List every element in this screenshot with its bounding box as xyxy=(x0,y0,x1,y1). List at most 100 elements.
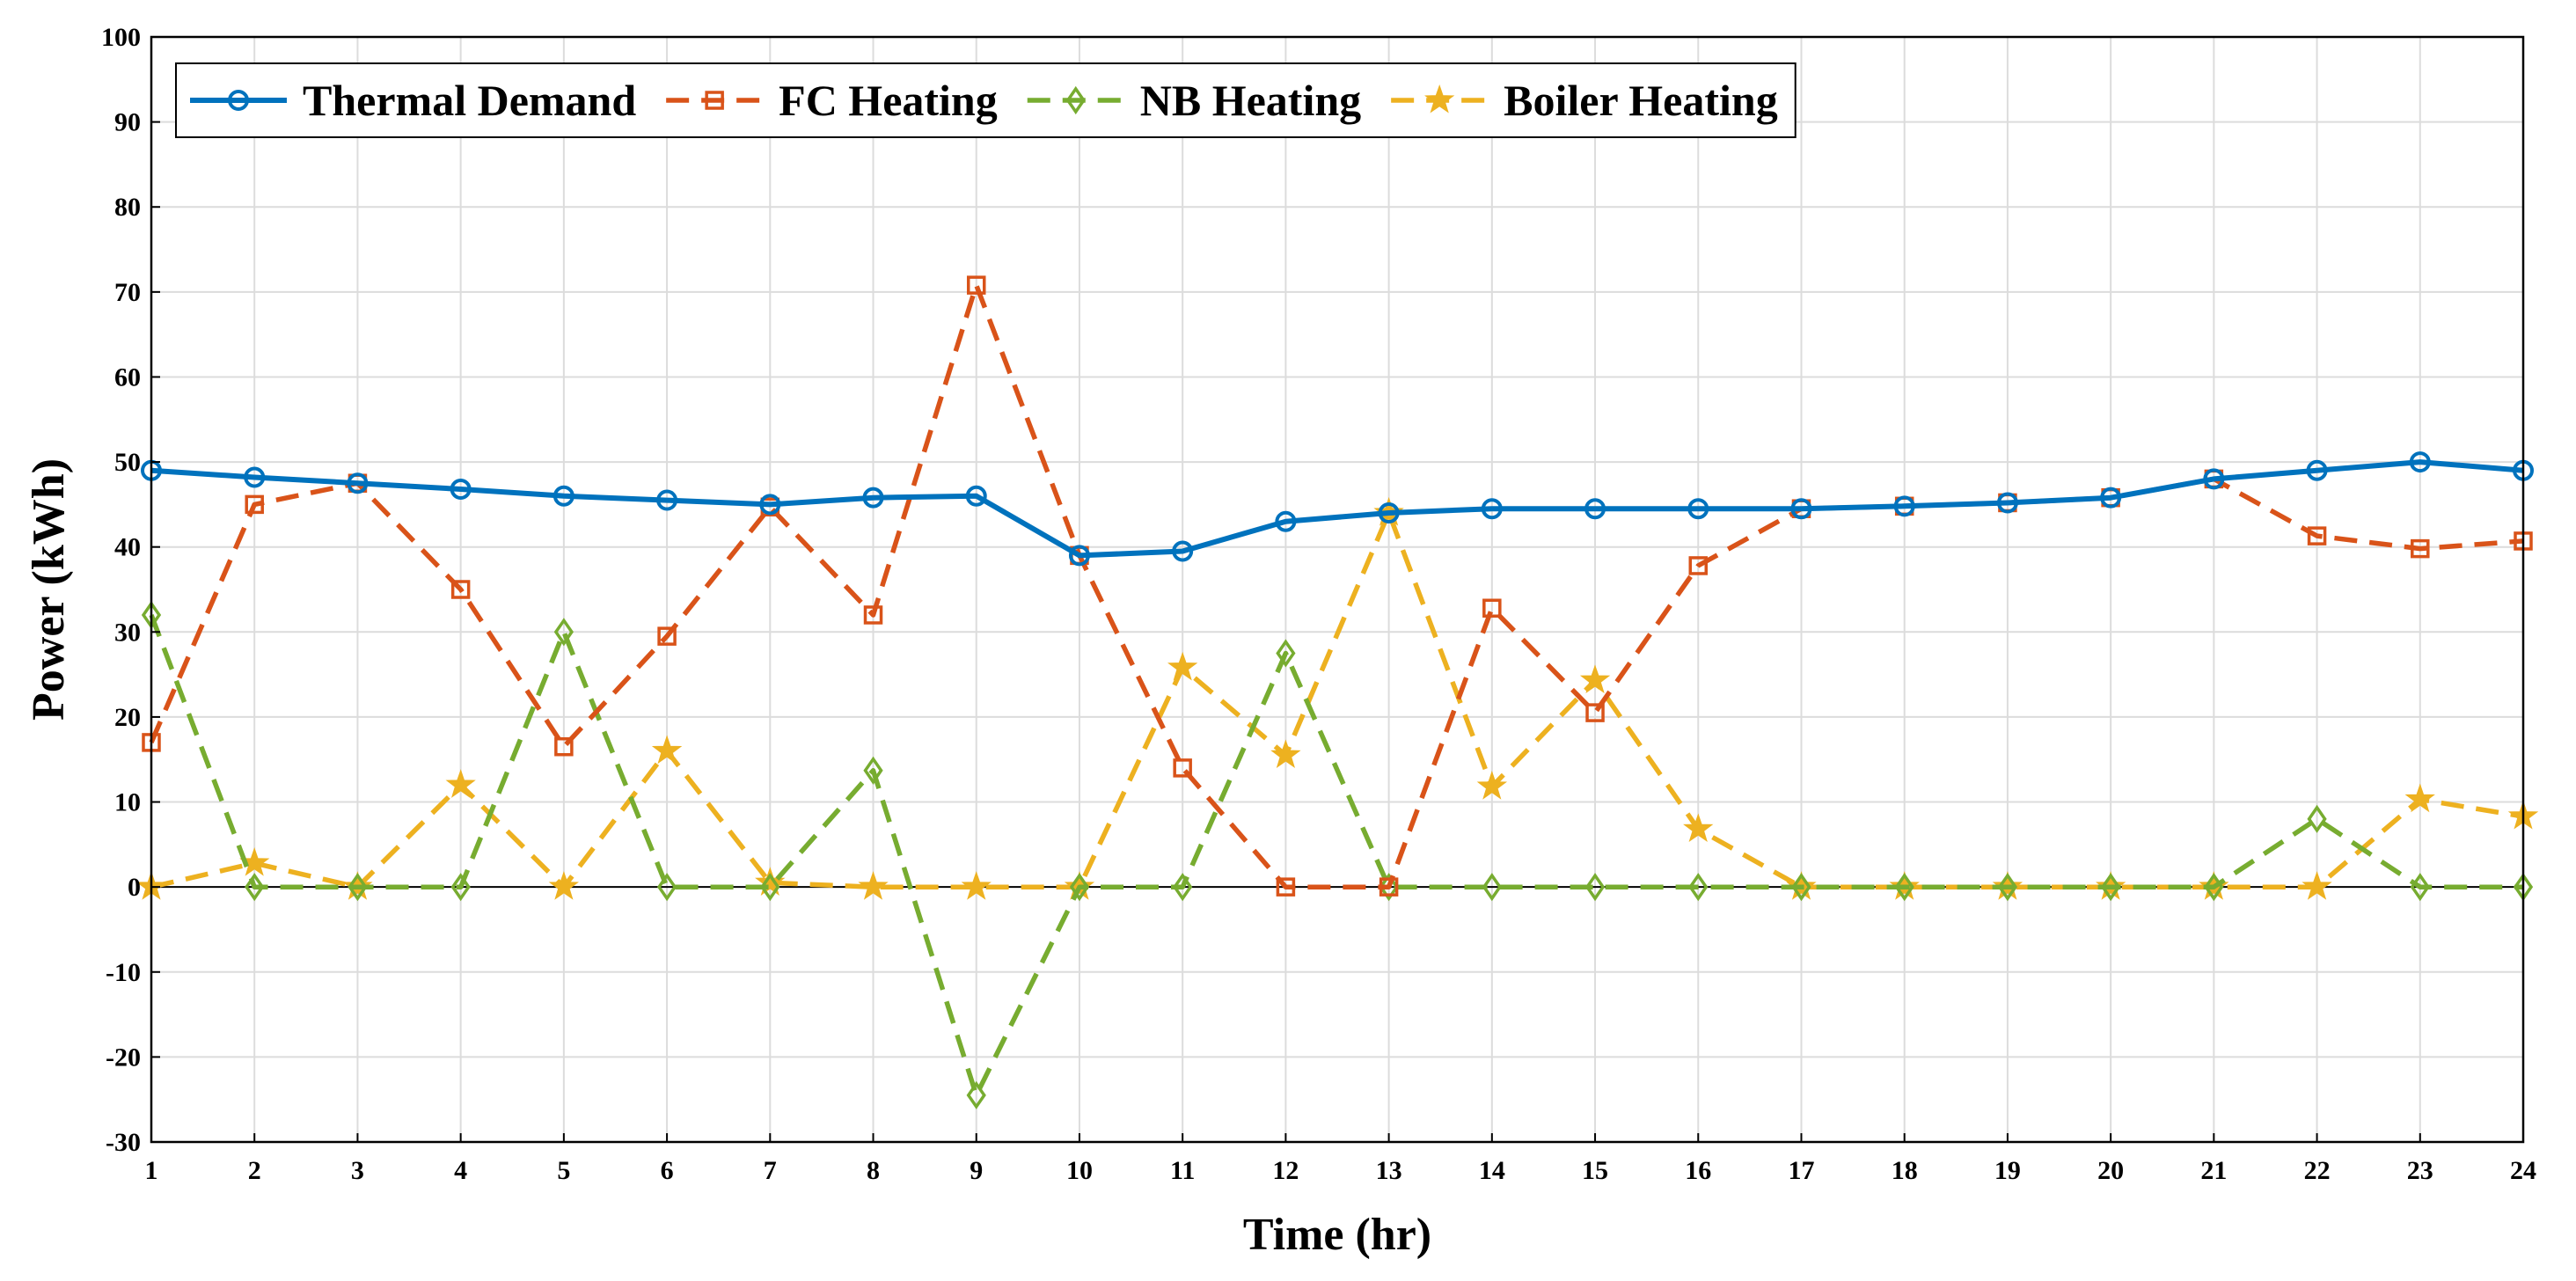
data-point-thermal-demand xyxy=(759,494,781,516)
x-tick-label: 2 xyxy=(248,1156,261,1185)
legend-label-thermal-demand: Thermal Demand xyxy=(303,76,636,125)
data-point-thermal-demand xyxy=(1687,498,1709,520)
data-point-thermal-demand xyxy=(1584,498,1606,520)
x-tick-label: 24 xyxy=(2510,1156,2536,1185)
data-point-thermal-demand xyxy=(1996,492,2018,514)
y-tick-label: 70 xyxy=(114,278,141,307)
data-point-nb-heating xyxy=(2204,873,2224,902)
series-layer xyxy=(135,275,2539,1109)
data-point-nb-heating xyxy=(863,756,883,785)
data-point-boiler-heating xyxy=(1270,739,1301,768)
y-tick-label: 30 xyxy=(114,618,141,647)
legend-marker-nb-heating xyxy=(1065,85,1086,115)
data-point-nb-heating xyxy=(1276,639,1296,668)
data-point-nb-heating xyxy=(2307,804,2327,833)
x-tick-label: 5 xyxy=(557,1156,570,1185)
y-tick-label: 80 xyxy=(114,193,141,222)
data-point-fc-heating xyxy=(1585,703,1605,722)
x-tick-label: 7 xyxy=(764,1156,777,1185)
data-point-thermal-demand xyxy=(1481,498,1503,520)
data-point-nb-heating xyxy=(1688,873,1709,902)
data-point-fc-heating xyxy=(1482,598,1502,619)
legend-marker-thermal-demand xyxy=(228,90,249,111)
data-point-nb-heating xyxy=(1791,873,1811,902)
data-point-fc-heating xyxy=(657,626,677,646)
data-point-thermal-demand xyxy=(244,466,266,488)
legend-marker-boiler-heating xyxy=(1424,84,1455,113)
series-line-thermal-demand xyxy=(150,459,2524,559)
data-point-fc-heating xyxy=(450,580,471,599)
legend-item-boiler-heating: Boiler Heating xyxy=(1391,76,1778,125)
data-point-fc-heating xyxy=(245,494,264,515)
y-tick-label: 90 xyxy=(114,108,141,137)
data-point-nb-heating xyxy=(1997,873,2018,902)
x-tick-label: 21 xyxy=(2200,1156,2227,1185)
data-point-fc-heating xyxy=(554,736,574,757)
x-tick-label: 14 xyxy=(1479,1156,1505,1185)
x-tick-label: 3 xyxy=(351,1156,364,1185)
data-point-thermal-demand xyxy=(1893,495,1915,517)
data-point-thermal-demand xyxy=(965,485,987,507)
data-point-boiler-heating xyxy=(1167,651,1198,681)
x-tick-label: 17 xyxy=(1788,1156,1814,1185)
x-tick-label: 13 xyxy=(1376,1156,1402,1185)
series-nb-heating xyxy=(141,600,2534,1109)
series-line-boiler-heating xyxy=(150,510,2524,889)
data-point-nb-heating xyxy=(348,873,368,902)
data-point-nb-heating xyxy=(2101,873,2121,902)
x-tick-label: 11 xyxy=(1170,1156,1195,1185)
y-tick-label: 100 xyxy=(101,23,141,52)
data-point-thermal-demand xyxy=(347,472,369,494)
data-point-boiler-heating xyxy=(858,871,889,900)
y-tick-label: 60 xyxy=(114,362,141,392)
data-point-boiler-heating xyxy=(961,871,992,900)
data-point-thermal-demand xyxy=(1068,545,1090,567)
y-tick-label: -10 xyxy=(106,958,141,987)
x-tick-label: 9 xyxy=(970,1156,983,1185)
data-point-thermal-demand xyxy=(2409,451,2431,473)
data-point-boiler-heating xyxy=(2404,783,2435,813)
x-tick-label: 22 xyxy=(2304,1156,2331,1185)
legend-item-nb-heating: NB Heating xyxy=(1027,76,1361,125)
x-tick-label: 23 xyxy=(2407,1156,2433,1185)
plot-frame xyxy=(150,35,2525,1144)
data-point-thermal-demand xyxy=(450,478,472,500)
data-point-nb-heating xyxy=(450,873,471,902)
x-tick-label: 15 xyxy=(1582,1156,1608,1185)
y-tick-label: 0 xyxy=(128,873,141,902)
legend-label-boiler-heating: Boiler Heating xyxy=(1504,76,1778,125)
data-point-thermal-demand xyxy=(862,487,884,509)
y-tick-label: 20 xyxy=(114,703,141,732)
data-point-thermal-demand xyxy=(656,489,678,511)
data-point-nb-heating xyxy=(1482,873,1502,902)
data-point-fc-heating xyxy=(863,605,883,625)
data-point-nb-heating xyxy=(1069,873,1090,902)
series-thermal-demand xyxy=(141,451,2534,567)
data-point-boiler-heating xyxy=(445,769,476,798)
data-point-nb-heating xyxy=(966,1080,986,1109)
grid-lines xyxy=(150,36,2524,1143)
legend-label-fc-heating: FC Heating xyxy=(779,76,998,125)
legend-marker-fc-heating xyxy=(705,91,724,110)
x-tick-label: 1 xyxy=(145,1156,158,1185)
x-tick-label: 4 xyxy=(454,1156,467,1185)
data-point-fc-heating xyxy=(966,275,986,295)
data-point-thermal-demand xyxy=(2306,459,2328,481)
data-point-nb-heating xyxy=(760,873,780,902)
x-tick-label: 18 xyxy=(1892,1156,1918,1185)
data-point-boiler-heating xyxy=(1683,813,1714,843)
y-tick-label: 10 xyxy=(114,788,141,817)
series-line-nb-heating xyxy=(149,614,2523,1098)
data-point-nb-heating xyxy=(2410,873,2430,902)
data-point-boiler-heating xyxy=(1476,771,1508,800)
data-point-thermal-demand xyxy=(553,485,574,507)
data-point-fc-heating xyxy=(1688,556,1709,575)
y-tick-label: 50 xyxy=(114,448,141,477)
data-point-nb-heating xyxy=(656,873,677,902)
y-axis-label: Power (kWh) xyxy=(24,458,74,721)
data-point-nb-heating xyxy=(1379,873,1399,902)
data-point-thermal-demand xyxy=(1275,510,1297,532)
x-tick-label: 12 xyxy=(1272,1156,1299,1185)
data-point-thermal-demand xyxy=(1172,540,1194,562)
